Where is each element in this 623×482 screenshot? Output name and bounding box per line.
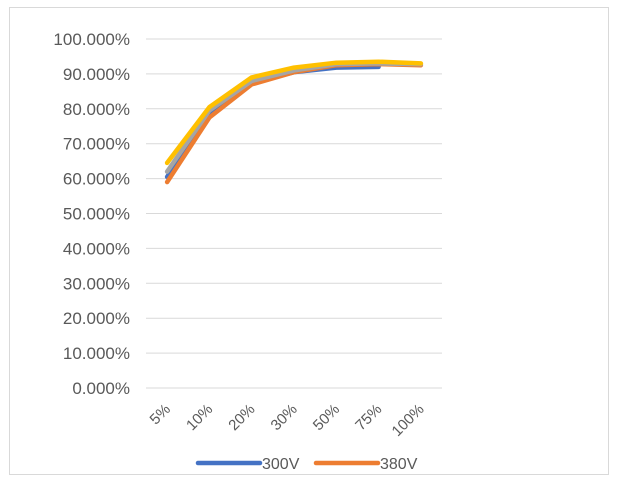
series-lines [164,59,424,185]
x-tick-label: 20% [225,401,258,434]
y-tick-label: 40.000% [63,239,130,258]
y-tick-label: 10.000% [63,344,130,363]
series-line-3 [164,61,424,174]
efficiency-line-chart: 0.000% 10.000% 20.000% 30.000% 40.000% 50.000… [53,30,442,473]
y-tick-label: 100.000% [53,30,130,49]
y-tick-label: 0.000% [72,379,130,398]
legend-label: 380V [380,456,418,473]
y-tick-label: 30.000% [63,274,130,293]
y-tick-label: 80.000% [63,100,130,119]
y-axis-tick-labels: 0.000% 10.000% 20.000% 30.000% 40.000% 50.000… [53,30,130,398]
y-tick-label: 90.000% [63,65,130,84]
y-tick-label: 20.000% [63,309,130,328]
y-tick-label: 50.000% [63,205,130,224]
chart-frame: 0.000% 10.000% 20.000% 30.000% 40.000% 50.000… [9,7,609,475]
series-line-4 [164,59,424,166]
y-tick-label: 60.000% [63,170,130,189]
legend-label: 300V [262,456,300,473]
x-tick-label: 100% [389,401,428,440]
y-tick-label: 70.000% [63,135,130,154]
x-tick-label: 75% [352,401,385,434]
x-axis-tick-labels: 5% 10% 20% 30% 50% 75% 100% [147,401,428,440]
gridlines [146,38,442,389]
x-tick-label: 50% [310,401,343,434]
x-tick-label: 30% [268,401,301,434]
legend: 300V 380V [195,456,418,473]
series-line-2 [164,61,424,185]
x-tick-label: 10% [183,401,216,434]
x-tick-label: 5% [147,401,174,428]
